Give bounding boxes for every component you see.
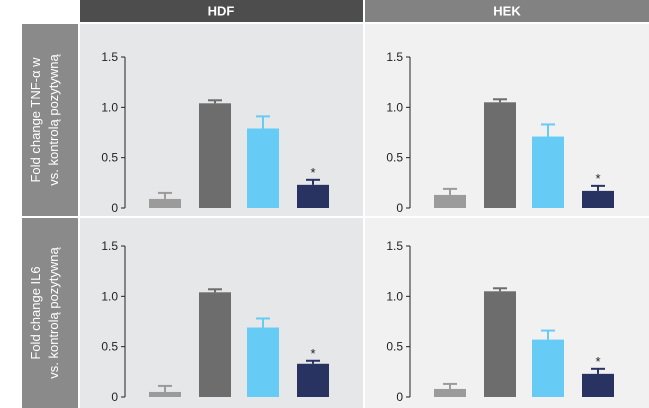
y-tick-label: 1.5: [101, 239, 118, 253]
y-tick-label: 0.5: [386, 340, 403, 354]
y-tick-label: 1.5: [386, 50, 403, 64]
y-tick-label: 0.5: [101, 340, 118, 354]
bar: [247, 128, 279, 208]
bar: [199, 292, 231, 397]
bar: [484, 102, 516, 208]
y-tick-label: 0: [111, 201, 118, 215]
bar: [297, 364, 329, 397]
y-tick-label: 0: [396, 390, 403, 404]
bar: [532, 340, 564, 397]
y-tick-label: 0: [111, 390, 118, 404]
y-tick-label: 1.5: [386, 239, 403, 253]
bar: [149, 199, 181, 208]
row-label-il6-line2: vs. kontrolą pozytywną: [46, 246, 61, 378]
row-label-tnf-line1: Fold change TNF-α w: [28, 57, 43, 183]
bar: [199, 103, 231, 208]
bar: [149, 392, 181, 397]
y-tick-label: 1.0: [386, 289, 403, 303]
y-tick-label: 1.0: [101, 100, 118, 114]
significance-marker: *: [310, 346, 315, 361]
row-label-tnf-line2: vs. kontrolą pozytywną: [46, 53, 61, 185]
bar: [434, 389, 466, 397]
bar: [582, 191, 614, 208]
y-tick-label: 1.0: [101, 289, 118, 303]
y-tick-label: 1.0: [386, 100, 403, 114]
significance-marker: *: [595, 354, 600, 369]
y-tick-label: 0.5: [386, 151, 403, 165]
bar: [297, 185, 329, 208]
y-tick-label: 1.5: [101, 50, 118, 64]
column-label-hek: HEK: [493, 4, 521, 19]
bar: [247, 328, 279, 397]
significance-marker: *: [310, 165, 315, 180]
bar: [484, 291, 516, 397]
row-label-il6-line1: Fold change IL6: [28, 266, 43, 359]
column-label-hdf: HDF: [208, 4, 235, 19]
y-tick-label: 0.5: [101, 151, 118, 165]
bar: [532, 137, 564, 208]
y-tick-label: 0: [396, 201, 403, 215]
bar: [582, 374, 614, 397]
bar: [434, 195, 466, 208]
significance-marker: *: [595, 171, 600, 186]
